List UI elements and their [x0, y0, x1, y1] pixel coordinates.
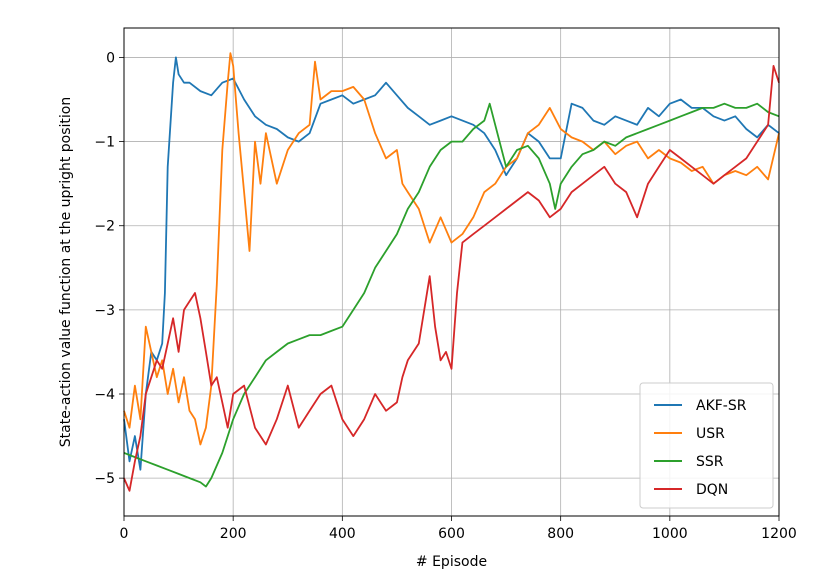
y-tick-label: 0 [106, 50, 115, 66]
x-tick-label: 1200 [761, 526, 797, 542]
y-axis-ticks: 0 −1 −2 −3 −4 −5 [94, 50, 124, 487]
grid-lines [123, 28, 780, 516]
y-tick-label: −4 [94, 387, 115, 403]
x-tick-label: 200 [220, 526, 247, 542]
series-line-akf-sr [123, 56, 780, 471]
legend-label: AKF-SR [696, 398, 747, 414]
x-tick-label: 600 [438, 526, 465, 542]
legend-label: SSR [696, 454, 724, 470]
x-tick-label: 1000 [652, 526, 688, 542]
x-tick-label: 800 [547, 526, 574, 542]
series-line-usr [123, 52, 780, 446]
x-axis-label: # Episode [416, 554, 487, 570]
series-line-dqn [123, 65, 780, 492]
y-tick-label: −3 [94, 303, 115, 319]
y-tick-label: −1 [94, 135, 115, 151]
series-line-ssr [123, 102, 780, 488]
legend-box [639, 382, 774, 509]
legend-label: DQN [696, 482, 728, 498]
x-tick-label: 400 [329, 526, 356, 542]
y-axis-label: State-action value function at the uprig… [58, 97, 74, 448]
legend: AKF-SR USR SSR DQN [639, 382, 774, 509]
x-axis-ticks: 0 200 400 600 800 1000 1200 [120, 516, 797, 542]
y-tick-label: −5 [94, 471, 115, 487]
legend-label: USR [696, 426, 725, 442]
y-tick-label: −2 [94, 219, 115, 235]
series-lines [123, 52, 780, 492]
x-tick-label: 0 [120, 526, 129, 542]
